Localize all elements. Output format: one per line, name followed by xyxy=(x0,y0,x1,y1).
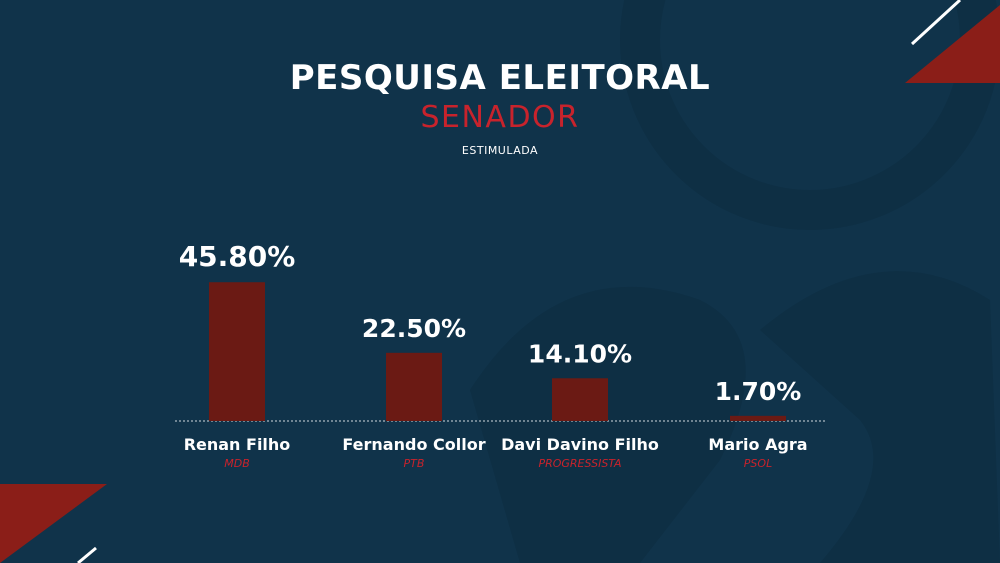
corner-triangle-top-right xyxy=(905,5,1000,83)
candidate-name-label: Mario Agra xyxy=(708,435,807,454)
page-title: PESQUISA ELEITORAL xyxy=(289,58,711,98)
corner-triangle-bottom-left xyxy=(0,484,107,563)
background-shape-right xyxy=(760,271,1000,563)
candidate-name-label: Renan Filho xyxy=(184,435,291,454)
party-label: PTB xyxy=(404,457,425,470)
party-label: PSOL xyxy=(744,457,772,470)
poll-type-caption: ESTIMULADA xyxy=(461,144,539,157)
party-label: PROGRESSISTA xyxy=(538,457,621,470)
page-subtitle: SENADOR xyxy=(420,100,580,135)
candidate-name-label: Davi Davino Filho xyxy=(501,435,659,454)
candidate-name-label: Fernando Collor xyxy=(342,435,485,454)
bar xyxy=(552,378,608,421)
background-shape xyxy=(470,286,746,563)
bar xyxy=(386,352,442,421)
bar-value-label: 22.50% xyxy=(362,314,466,343)
bar-value-label: 14.10% xyxy=(528,339,632,368)
party-label: MDB xyxy=(224,457,250,470)
bar xyxy=(209,282,265,421)
bar-value-label: 45.80% xyxy=(179,240,296,273)
corner-stripe-top-right xyxy=(910,0,962,46)
bar-value-label: 1.70% xyxy=(715,377,802,406)
corner-stripe-bottom-left xyxy=(77,546,97,563)
bar xyxy=(730,415,786,421)
bars-group: 45.80% Renan Filho MDB 22.50% Fernando Collo… xyxy=(179,240,808,470)
